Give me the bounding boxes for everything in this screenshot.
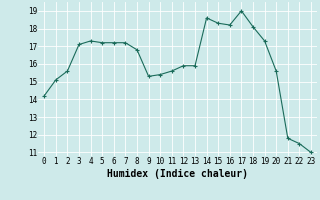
- X-axis label: Humidex (Indice chaleur): Humidex (Indice chaleur): [107, 169, 248, 179]
